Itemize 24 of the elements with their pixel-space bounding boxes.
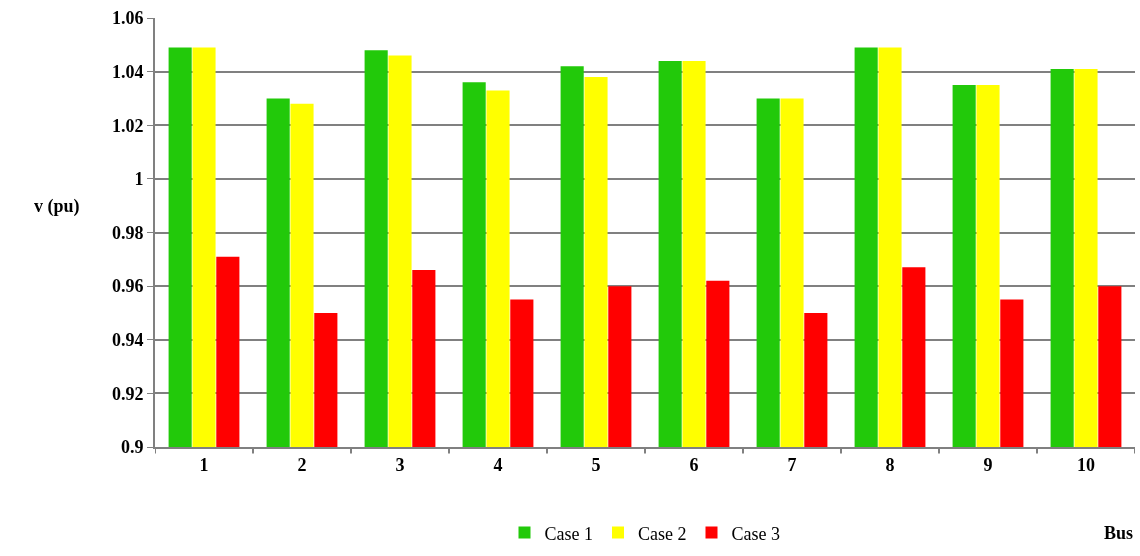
- y-axis-title: v (pu): [34, 196, 80, 217]
- x-tick-label: 8: [885, 454, 895, 475]
- y-tick-label: 0.96: [111, 276, 144, 297]
- x-tick-label: 2: [297, 454, 307, 475]
- y-tick-label: 1.02: [111, 115, 144, 136]
- y-tick-label: 1: [134, 169, 144, 190]
- y-tick-label: 1.06: [111, 8, 144, 29]
- legend-label: Case 2: [638, 523, 687, 544]
- x-tick-label: 10: [1077, 454, 1095, 475]
- x-tick-label: 9: [983, 454, 993, 475]
- y-tick-label: 0.9: [120, 437, 144, 458]
- y-tick-label: 0.94: [111, 330, 144, 351]
- x-tick-label: 7: [787, 454, 797, 475]
- x-tick-label: 1: [199, 454, 209, 475]
- legend-label: Case 1: [544, 523, 593, 544]
- legend-label: Case 3: [731, 523, 780, 544]
- x-axis-title: Bus: [1104, 523, 1134, 543]
- x-tick-label: 3: [395, 454, 405, 475]
- x-tick-label: 5: [591, 454, 601, 475]
- y-tick-label: 1.04: [111, 61, 144, 82]
- y-tick-label: 0.98: [111, 222, 144, 243]
- x-tick-label: 4: [493, 454, 503, 475]
- y-tick-label: 0.92: [111, 383, 144, 404]
- x-tick-label: 6: [689, 454, 699, 475]
